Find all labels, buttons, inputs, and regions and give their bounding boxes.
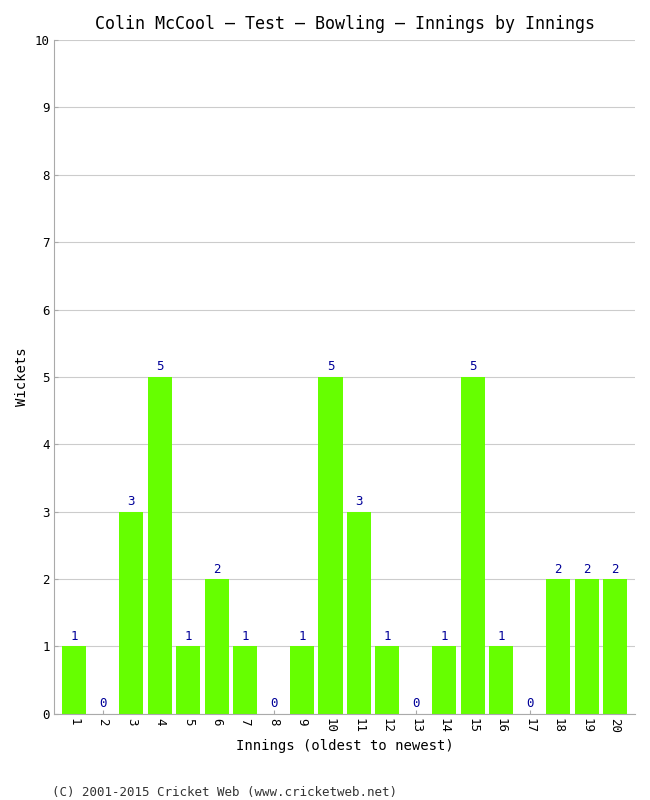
Bar <box>546 579 570 714</box>
Bar <box>432 646 456 714</box>
Text: 1: 1 <box>71 630 78 643</box>
Text: 2: 2 <box>612 562 619 575</box>
Bar <box>603 579 627 714</box>
Text: 1: 1 <box>185 630 192 643</box>
Bar <box>119 511 144 714</box>
Bar <box>575 579 599 714</box>
Bar <box>318 377 343 714</box>
X-axis label: Innings (oldest to newest): Innings (oldest to newest) <box>236 739 454 753</box>
Text: 5: 5 <box>156 361 163 374</box>
Bar <box>62 646 86 714</box>
Bar <box>290 646 314 714</box>
Bar <box>148 377 172 714</box>
Text: 3: 3 <box>127 495 135 508</box>
Title: Colin McCool – Test – Bowling – Innings by Innings: Colin McCool – Test – Bowling – Innings … <box>95 15 595 33</box>
Text: 0: 0 <box>526 698 534 710</box>
Text: 1: 1 <box>384 630 391 643</box>
Bar <box>176 646 200 714</box>
Text: 2: 2 <box>583 562 590 575</box>
Bar <box>461 377 485 714</box>
Text: 1: 1 <box>441 630 448 643</box>
Text: 0: 0 <box>99 698 107 710</box>
Bar <box>347 511 371 714</box>
Text: 3: 3 <box>355 495 363 508</box>
Text: 2: 2 <box>213 562 220 575</box>
Text: (C) 2001-2015 Cricket Web (www.cricketweb.net): (C) 2001-2015 Cricket Web (www.cricketwe… <box>52 786 397 799</box>
Bar <box>233 646 257 714</box>
Text: 1: 1 <box>241 630 249 643</box>
Text: 0: 0 <box>270 698 278 710</box>
Text: 1: 1 <box>298 630 306 643</box>
Text: 5: 5 <box>327 361 334 374</box>
Y-axis label: Wickets: Wickets <box>15 347 29 406</box>
Text: 1: 1 <box>497 630 505 643</box>
Bar <box>205 579 229 714</box>
Text: 0: 0 <box>412 698 420 710</box>
Bar <box>489 646 514 714</box>
Text: 5: 5 <box>469 361 476 374</box>
Text: 2: 2 <box>554 562 562 575</box>
Bar <box>375 646 400 714</box>
